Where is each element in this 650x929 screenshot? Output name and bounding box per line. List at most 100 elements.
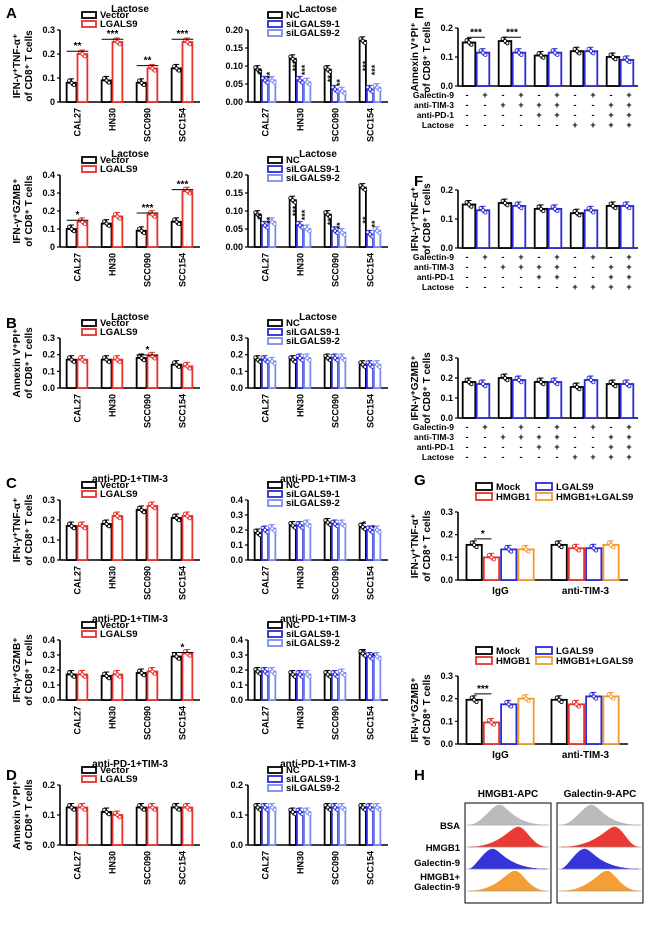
y-tick-label: 0.1 [42, 810, 55, 820]
bar [567, 703, 585, 745]
bar [181, 652, 194, 701]
data-point [363, 187, 368, 192]
data-point [82, 674, 87, 679]
y-tick-label: 0.3 [230, 510, 243, 520]
bar [260, 670, 270, 701]
data-point [337, 353, 342, 358]
bar [461, 203, 477, 249]
data-point [360, 38, 365, 43]
bar [253, 670, 262, 701]
legend-swatch [267, 766, 283, 774]
treatment-sign: + [518, 252, 523, 262]
bar [181, 515, 194, 561]
data-point [82, 359, 87, 364]
data-point [290, 523, 295, 528]
data-point [260, 803, 265, 808]
data-point [328, 214, 333, 219]
bar [475, 51, 491, 87]
data-point [377, 87, 382, 92]
data-point [141, 83, 146, 88]
data-point [262, 223, 267, 228]
data-point [342, 524, 347, 529]
bar [181, 41, 194, 103]
y-tick-label: 0.4 [42, 635, 55, 645]
legend-swatch [81, 481, 97, 489]
x-tick-label: SCC090 [143, 566, 153, 600]
x-tick-label: SCC090 [331, 253, 341, 287]
y-axis-label: IFN-γ⁺GZMB⁺ [12, 179, 23, 244]
significance-stars: * [361, 648, 371, 652]
y-axis-label: IFN-γ⁺TNF-α⁺ [410, 187, 421, 251]
significance-stars: *** [177, 29, 189, 40]
data-point [557, 697, 562, 702]
data-point [297, 355, 302, 360]
treatment-sign: + [590, 452, 595, 462]
data-point [288, 54, 293, 59]
data-point [608, 379, 613, 384]
y-tick-label: 0.15 [225, 43, 243, 53]
treatment-sign: + [608, 432, 613, 442]
data-point [360, 185, 365, 190]
data-point [377, 230, 382, 235]
data-point [367, 87, 372, 92]
treatment-sign: - [484, 282, 487, 292]
data-point [480, 381, 485, 386]
x-tick-label: HN30 [108, 851, 118, 874]
data-point [328, 69, 333, 74]
data-point [141, 230, 146, 235]
data-point [305, 355, 310, 360]
data-point [255, 669, 260, 674]
significance-stars: *** [361, 60, 371, 71]
group-label: IgG [492, 586, 509, 597]
panel-letter: F [414, 173, 423, 190]
data-point [625, 57, 630, 62]
data-point [541, 209, 546, 214]
data-point [517, 377, 522, 382]
data-point [139, 805, 144, 810]
treatment-sign: + [554, 272, 559, 282]
data-point [102, 355, 107, 360]
treatment-sign: - [484, 452, 487, 462]
flow-row-label: Galectin-9 [414, 858, 460, 869]
data-point [80, 672, 85, 677]
y-tick-label: 0.3 [42, 650, 55, 660]
data-point [330, 353, 335, 358]
data-point [262, 357, 267, 362]
x-tick-label: CAL27 [73, 108, 83, 137]
legend-label: siLGALS9-2 [286, 783, 340, 794]
data-point [367, 232, 372, 237]
legend-swatch [267, 499, 283, 507]
data-point [176, 807, 181, 812]
data-point [539, 206, 544, 211]
bar [303, 811, 312, 846]
bar [358, 652, 367, 701]
data-point [358, 522, 363, 527]
treatment-row-label: Galectin-9 [413, 422, 454, 432]
bar [65, 806, 78, 846]
data-point [288, 195, 293, 200]
data-point [69, 80, 74, 85]
treatment-sign: + [500, 262, 505, 272]
legend-swatch [267, 490, 283, 498]
data-point [330, 85, 335, 90]
data-point [78, 670, 83, 675]
bar [461, 41, 477, 87]
legend-swatch [81, 490, 97, 498]
treatment-sign: - [502, 252, 505, 262]
data-point [323, 210, 328, 215]
data-point [185, 40, 190, 45]
data-point [375, 805, 380, 810]
data-point [469, 695, 474, 700]
data-point [586, 47, 591, 52]
y-axis-label: of CD8⁺ T cells [24, 30, 35, 102]
treatment-sign: - [538, 422, 541, 432]
bar [146, 355, 159, 389]
x-tick-label: CAL27 [261, 253, 271, 282]
data-point [141, 673, 146, 678]
data-point [502, 201, 507, 206]
data-point [260, 221, 265, 226]
legend-swatch [81, 766, 97, 774]
treatment-sign: + [554, 110, 559, 120]
bar [547, 51, 563, 87]
data-point [365, 85, 370, 90]
